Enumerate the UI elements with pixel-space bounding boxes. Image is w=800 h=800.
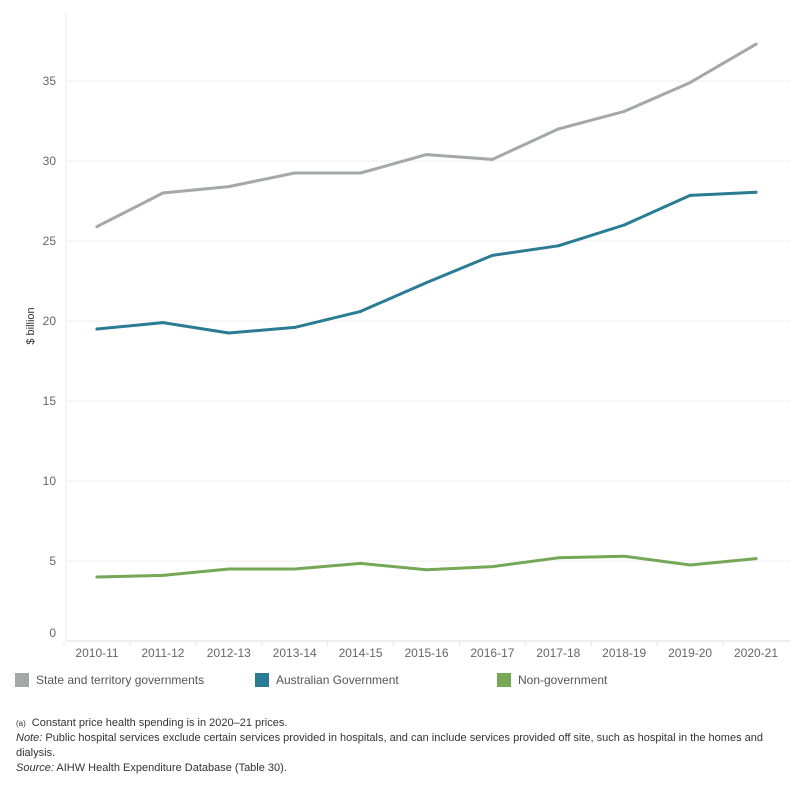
- x-tick-label: 2012-13: [207, 646, 251, 660]
- data-point: [293, 567, 297, 571]
- y-axis-label: $ billion: [25, 307, 37, 344]
- data-point: [754, 42, 758, 46]
- data-point: [622, 554, 626, 558]
- y-tick-label: 10: [43, 474, 57, 488]
- data-point: [490, 253, 494, 257]
- legend-item-australian[interactable]: Australian Government: [255, 673, 399, 687]
- footnote-text: Constant price health spending is in 202…: [31, 717, 288, 729]
- x-tick-label: 2010-11: [75, 646, 118, 660]
- legend-label: Australian Government: [276, 673, 399, 687]
- x-tick-label: 2014-15: [339, 646, 383, 660]
- x-tick-label: 2015-16: [404, 646, 448, 660]
- x-tick-label: 2020-21: [734, 646, 778, 660]
- data-point: [688, 81, 692, 85]
- data-point: [556, 556, 560, 560]
- legend-label: Non-government: [518, 673, 608, 687]
- legend-item-state[interactable]: State and territory governments: [15, 673, 204, 687]
- data-point: [293, 325, 297, 329]
- data-point: [95, 575, 99, 579]
- note: Note: Public hospital services exclude c…: [16, 731, 791, 761]
- data-point: [490, 157, 494, 161]
- y-tick-label: 15: [43, 394, 57, 408]
- y-tick-label: 25: [43, 234, 57, 248]
- legend: State and territory governments Australi…: [15, 673, 795, 691]
- data-point: [359, 561, 363, 565]
- series-line-1: [95, 190, 758, 335]
- notes: (a) Constant price health spending is in …: [16, 716, 791, 776]
- data-point: [425, 281, 428, 285]
- data-point: [359, 309, 363, 313]
- x-tick-label: 2019-20: [668, 646, 712, 660]
- y-tick-label: 35: [43, 74, 57, 88]
- x-tick-label: 2011-12: [141, 646, 184, 660]
- series-line-2: [95, 554, 758, 579]
- y-tick-label: 30: [43, 154, 57, 168]
- data-point: [161, 573, 165, 577]
- data-point: [425, 568, 428, 572]
- data-point: [490, 565, 494, 569]
- data-point: [227, 331, 231, 335]
- data-point: [359, 171, 363, 175]
- y-tick-label: 5: [49, 554, 56, 568]
- data-point: [622, 223, 626, 227]
- data-point: [95, 327, 99, 331]
- source-label: Source:: [16, 762, 54, 774]
- footnote-marker: (a): [16, 719, 26, 728]
- data-point: [227, 567, 231, 571]
- source: Source: AIHW Health Expenditure Database…: [16, 761, 791, 776]
- legend-swatch: [255, 673, 269, 687]
- legend-swatch: [497, 673, 511, 687]
- data-point: [161, 321, 165, 325]
- x-tick-label: 2016-17: [470, 646, 514, 660]
- line-chart: 0 5 10 15 20 25 30 35 2010-11 2011-12 2012-13 2013-…: [25, 12, 790, 660]
- note-text: Public hospital services exclude certain…: [16, 732, 763, 759]
- data-point: [95, 225, 99, 229]
- data-point: [622, 109, 626, 113]
- data-point: [688, 563, 692, 567]
- legend-label: State and territory governments: [36, 673, 205, 687]
- series-line-0: [95, 42, 758, 229]
- data-point: [556, 244, 560, 248]
- y-tick-label: 20: [43, 314, 57, 328]
- x-tick-label: 2018-19: [602, 646, 646, 660]
- data-point: [688, 193, 692, 197]
- legend-item-nongov[interactable]: Non-government: [497, 673, 607, 687]
- data-point: [227, 185, 231, 189]
- source-text: AIHW Health Expenditure Database (Table …: [53, 762, 287, 774]
- y-tick-label: 0: [49, 626, 56, 640]
- data-point: [754, 557, 758, 561]
- data-point: [425, 153, 428, 157]
- data-point: [556, 127, 560, 131]
- data-point: [293, 171, 297, 175]
- footnote: (a) Constant price health spending is in …: [16, 716, 791, 731]
- legend-swatch: [15, 673, 29, 687]
- data-point: [754, 190, 758, 194]
- data-point: [161, 191, 165, 195]
- note-label: Note:: [16, 732, 43, 744]
- x-tick-label: 2013-14: [273, 646, 317, 660]
- x-tick-label: 2017-18: [536, 646, 580, 660]
